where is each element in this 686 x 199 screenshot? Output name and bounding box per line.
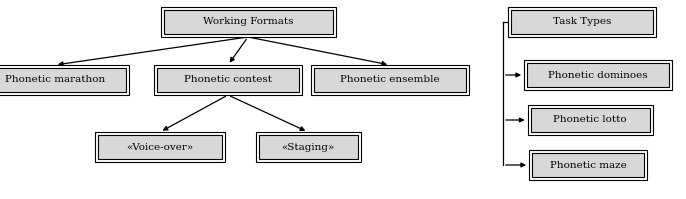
Text: Working Formats: Working Formats [203, 18, 293, 26]
Bar [255, 132, 361, 162]
Bar [161, 7, 335, 37]
Bar [532, 153, 644, 177]
Bar [529, 150, 647, 180]
Bar [0, 68, 126, 92]
Bar [154, 65, 302, 95]
Bar [157, 68, 299, 92]
Bar [311, 65, 469, 95]
Bar [259, 135, 357, 159]
Text: Phonetic maze: Phonetic maze [549, 161, 626, 170]
Bar [511, 10, 653, 34]
Text: «Voice-over»: «Voice-over» [126, 142, 193, 151]
Bar [530, 108, 650, 132]
Bar [98, 135, 222, 159]
Bar [528, 105, 652, 135]
Text: Task Types: Task Types [553, 18, 611, 26]
Text: «Staging»: «Staging» [281, 142, 335, 151]
Bar [95, 132, 225, 162]
Bar [524, 60, 672, 90]
Text: Phonetic contest: Phonetic contest [184, 75, 272, 85]
Text: Phonetic dominoes: Phonetic dominoes [548, 70, 648, 79]
Bar [314, 68, 466, 92]
Text: Phonetic ensemble: Phonetic ensemble [340, 75, 440, 85]
Bar [527, 63, 669, 87]
Bar [0, 65, 129, 95]
Bar [508, 7, 656, 37]
Text: Phonetic marathon: Phonetic marathon [5, 75, 105, 85]
Text: Phonetic lotto: Phonetic lotto [553, 115, 627, 125]
Bar [163, 10, 333, 34]
